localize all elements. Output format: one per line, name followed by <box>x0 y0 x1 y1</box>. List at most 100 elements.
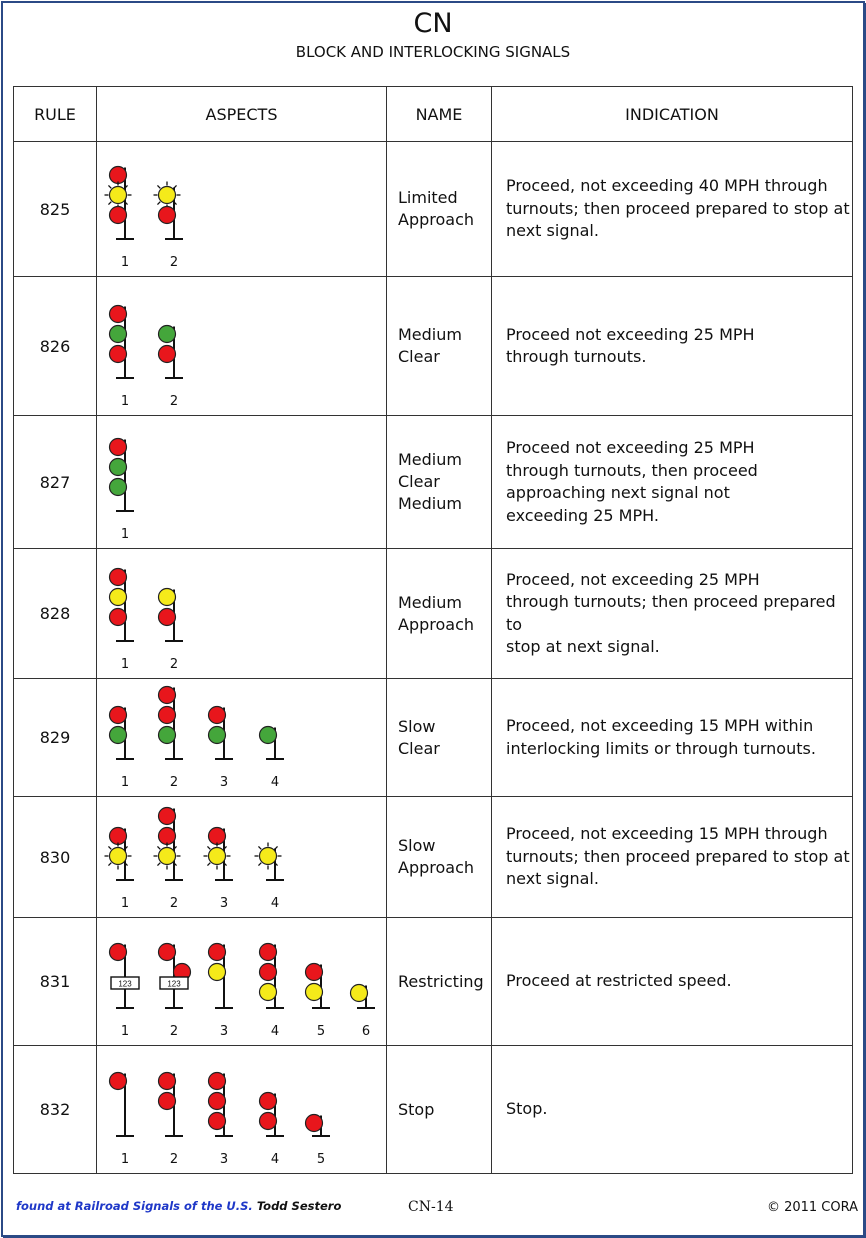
indication: Proceed not exceeding 25 MPH through tur… <box>491 276 853 416</box>
signal-light-red <box>108 205 128 225</box>
aspect-name-text: Slow Approach <box>398 836 475 877</box>
indication-text: Proceed, not exceeding 25 MPH through tu… <box>506 569 836 657</box>
signal-light-red <box>157 942 177 962</box>
signal-light-red <box>258 942 278 962</box>
aspects-cell: 1 2 3 4 <box>96 796 387 918</box>
signal-aspect-3: 3 <box>207 705 233 790</box>
indication: Proceed, not exceeding 25 MPH through tu… <box>491 548 853 679</box>
signal-aspects-diagram: 1 2 3 4 <box>108 685 284 790</box>
signal-aspect-4: 4 <box>258 1091 284 1167</box>
signal-light-red <box>108 437 128 457</box>
signal-aspect-1: 1 <box>108 705 134 790</box>
signal-aspect-1: 1 <box>104 165 134 270</box>
signal-aspect-1: 123 1 <box>108 942 140 1039</box>
aspect-number-label: 1 <box>121 394 129 409</box>
aspect-number-label: 2 <box>170 255 178 270</box>
signal-light-green <box>207 725 227 745</box>
rule-number: 830 <box>13 796 97 918</box>
signal-light-red <box>157 205 177 225</box>
aspects-cell: 1 <box>96 415 387 549</box>
aspect-number-label: 1 <box>121 657 129 672</box>
signal-light-green <box>108 457 128 477</box>
signal-light-red <box>108 607 128 627</box>
aspect-number-label: 4 <box>271 1024 279 1039</box>
signal-aspect-2: 2 <box>157 685 183 790</box>
page-subtitle: BLOCK AND INTERLOCKING SIGNALS <box>295 43 571 61</box>
signal-aspects-diagram: 1 <box>108 437 134 542</box>
footer-source-text: found at Railroad Signals of the U.S. <box>16 1199 253 1213</box>
signal-aspect-2: 2 <box>153 181 183 270</box>
flashing-rays-icon <box>104 842 132 870</box>
col-header-name: NAME <box>386 86 492 142</box>
signal-aspects-diagram: 1 2 3 4 5 <box>108 1071 330 1167</box>
flashing-rays-icon <box>203 842 231 870</box>
signal-light-red <box>108 165 128 185</box>
signal-light-red <box>207 942 227 962</box>
rule-number: 828 <box>13 548 97 679</box>
aspect-number-label: 1 <box>121 1152 129 1167</box>
indication-text: Proceed, not exceeding 15 MPH within int… <box>506 716 816 758</box>
signal-aspect-4: 4 <box>254 842 284 911</box>
flashing-rays-icon <box>153 842 181 870</box>
table-row: 828 1 2 Medium Approach Proceed, not exceedi… <box>13 548 853 679</box>
signal-light-red <box>207 826 227 846</box>
signal-light-red <box>157 826 177 846</box>
signal-light-red <box>108 826 128 846</box>
table-row: 832 1 2 3 4 5 Stop Stop. <box>13 1045 853 1174</box>
signal-aspect-5: 5 <box>304 1113 330 1167</box>
signal-aspect-2: 2 <box>157 1071 183 1167</box>
indication-text: Proceed, not exceeding 40 MPH through tu… <box>506 176 850 241</box>
signal-aspect-6: 6 <box>349 983 375 1039</box>
signal-light-red <box>108 1071 128 1091</box>
rule-number: 826 <box>13 276 97 416</box>
signal-light-yellow-flashing <box>108 185 128 205</box>
signal-light-red <box>207 1091 227 1111</box>
signal-light-red <box>258 1111 278 1131</box>
signal-light-red <box>207 705 227 725</box>
signal-light-red <box>157 1071 177 1091</box>
signal-aspect-1: 1 <box>108 437 134 542</box>
signal-light-yellow <box>207 962 227 982</box>
signal-aspect-1: 1 <box>108 304 134 409</box>
table-row: 825 1 2 Limited Approach Proceed, not exceed… <box>13 141 853 277</box>
signal-light-yellow-flashing <box>207 846 227 866</box>
table-row: 831 123 1 123 2 3 4 5 6 Restricting Proceed at res… <box>13 917 853 1046</box>
aspect-name-text: Medium Clear <box>398 325 462 366</box>
signal-light-red <box>157 685 177 705</box>
aspect-number-label: 1 <box>121 1024 129 1039</box>
aspect-name: Medium Clear Medium <box>386 415 492 549</box>
signal-light-yellow <box>157 587 177 607</box>
signal-aspects-diagram: 123 1 123 2 3 4 5 6 <box>108 942 375 1039</box>
footer-source: found at Railroad Signals of the U.S. To… <box>16 1199 341 1213</box>
rule-number: 831 <box>13 917 97 1046</box>
footer-copyright: © 2011 CORA <box>766 1200 858 1215</box>
aspect-number-label: 1 <box>121 527 129 542</box>
signal-light-red <box>207 1071 227 1091</box>
aspect-name-text: Slow Clear <box>398 716 440 758</box>
aspect-number-label: 1 <box>121 775 129 790</box>
signal-aspect-1: 1 <box>104 826 134 911</box>
aspects-cell: 1 2 3 4 <box>96 678 387 797</box>
aspect-number-label: 2 <box>170 1152 178 1167</box>
aspect-name-text: Stop <box>398 1099 435 1119</box>
aspect-name: Slow Clear <box>386 678 492 797</box>
indication: Proceed, not exceeding 40 MPH through tu… <box>491 141 853 277</box>
col-header-rule: RULE <box>13 86 97 142</box>
indication-text: Proceed not exceeding 25 MPH through tur… <box>506 438 758 525</box>
aspect-name-text: Medium Clear Medium <box>398 450 462 513</box>
signal-aspect-3: 3 <box>207 942 233 1039</box>
signal-light-red <box>304 1113 324 1133</box>
table-row: 830 1 2 3 4 Slow Approach Proceed, not exceedi… <box>13 796 853 918</box>
signal-aspect-3: 3 <box>203 826 233 911</box>
number-plate-text: 123 <box>167 980 181 989</box>
signal-light-red <box>207 1111 227 1131</box>
flashing-rays-icon <box>254 842 282 870</box>
aspect-name: Stop <box>386 1045 492 1174</box>
aspect-name: Restricting <box>386 917 492 1046</box>
aspect-number-label: 4 <box>271 775 279 790</box>
rule-number: 825 <box>13 141 97 277</box>
